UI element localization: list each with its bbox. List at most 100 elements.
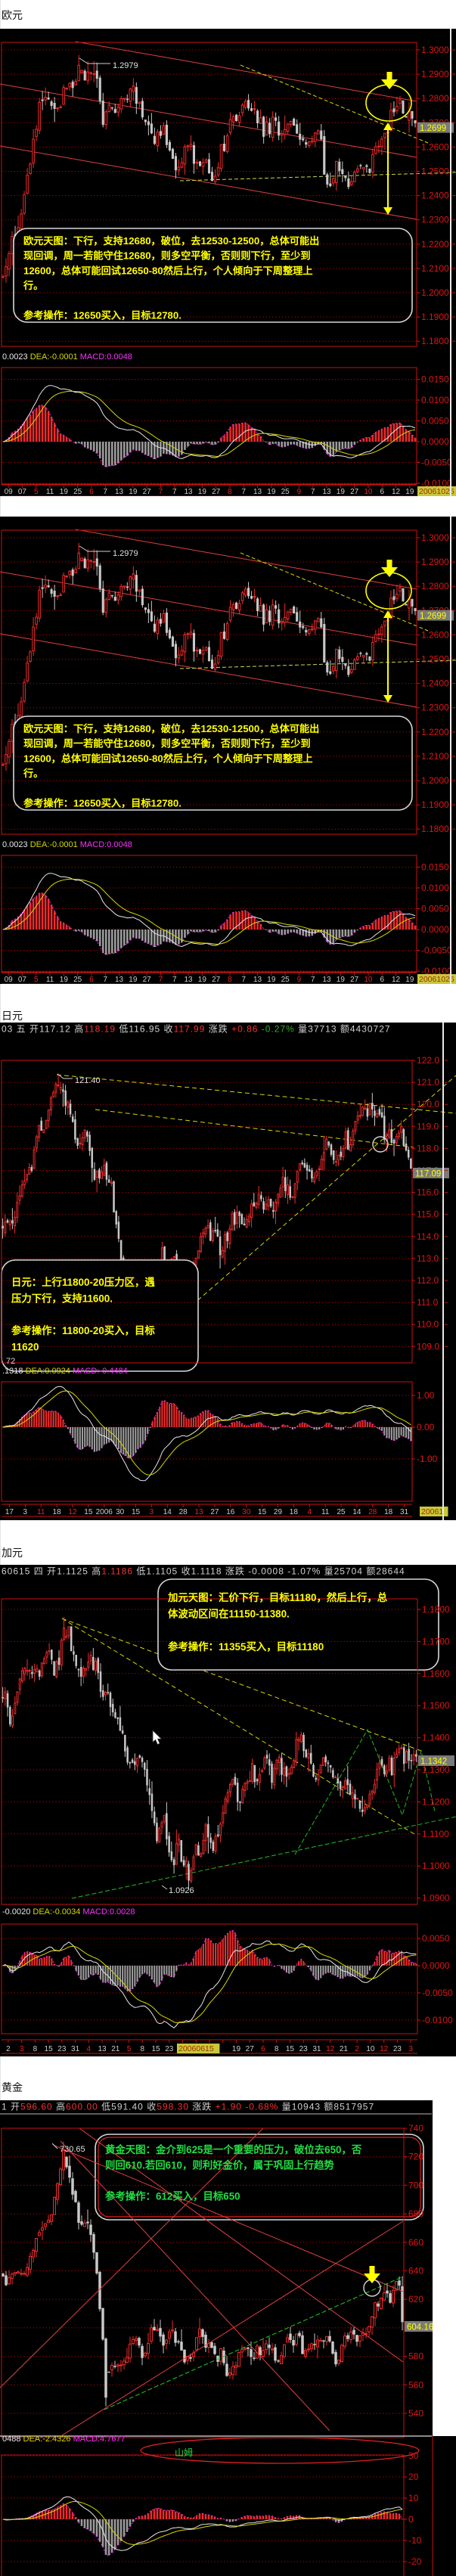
svg-text:10: 10 (366, 2045, 375, 2053)
svg-text:0.0000: 0.0000 (421, 436, 449, 447)
svg-text:1.1800: 1.1800 (421, 336, 449, 346)
svg-text:6: 6 (89, 976, 94, 984)
svg-text:1.2300: 1.2300 (421, 703, 449, 713)
photo-edges (0, 2100, 456, 2576)
svg-text:3: 3 (408, 2045, 413, 2053)
current-price-tag: 1.2699 (417, 610, 454, 621)
svg-text:30: 30 (116, 1508, 125, 1516)
svg-text:20061026: 20061026 (419, 487, 454, 496)
svg-text:0.0050: 0.0050 (421, 904, 449, 914)
svg-text:23: 23 (57, 2045, 67, 2053)
svg-text:-0.0100: -0.0100 (421, 966, 452, 976)
note-text-line: 12600，总体可能回试12650-80然后上行，个人倾向于下周整理上 (23, 264, 313, 276)
svg-text:0.0000: 0.0000 (421, 924, 449, 935)
svg-text:27: 27 (246, 2045, 255, 2053)
candlestick-chart-jpy: 122.0121.0120.0119.0118.0117.0116.0115.0… (0, 1023, 456, 1520)
candlestick-chart-gold: 740720700680660640620600580560540604.160… (0, 2100, 456, 2576)
svg-text:10: 10 (364, 976, 373, 984)
candles (2, 542, 417, 771)
svg-text:1.2800: 1.2800 (421, 581, 449, 591)
svg-text:111.0: 111.0 (417, 1297, 439, 1308)
candles (2, 1617, 417, 1890)
svg-text:9: 9 (297, 488, 302, 496)
svg-text:-0.0020 DEA:-0.0034 MACD:0.002: -0.0020 DEA:-0.0034 MACD:0.0028 (2, 1907, 135, 1916)
price-gridlines (2, 2128, 404, 2414)
svg-text:23: 23 (165, 2045, 174, 2053)
analysis-note-text: 欧元天图：下行，支持12680，破位，去12530-12500，总体可能出现回调… (23, 722, 319, 809)
candles (2, 54, 417, 283)
section-label-jpy: 日元 (2, 1010, 23, 1022)
svg-text:19: 19 (198, 976, 207, 984)
svg-text:09: 09 (5, 488, 14, 496)
svg-text:18: 18 (384, 1508, 393, 1516)
svg-text:11: 11 (46, 488, 54, 496)
svg-text:3: 3 (23, 1508, 28, 1516)
svg-text:13: 13 (253, 976, 262, 984)
svg-text:121.0: 121.0 (417, 1077, 439, 1088)
svg-text:1.1800: 1.1800 (421, 824, 449, 834)
svg-text:1.1900: 1.1900 (421, 312, 449, 322)
section-label-cad: 加元 (2, 1547, 23, 1559)
svg-text:1.2200: 1.2200 (421, 727, 449, 737)
note-text-line: 12600，总体可能回试12650-80然后上行，个人倾向于下周整理上 (23, 752, 313, 764)
candles (2, 2141, 404, 2407)
svg-text:740: 740 (408, 2123, 423, 2134)
svg-text:13: 13 (115, 488, 124, 496)
right-edge (442, 1023, 448, 1520)
svg-text:1.3000: 1.3000 (421, 532, 449, 543)
svg-text:23: 23 (299, 2045, 309, 2053)
chart-image-eur-1: 1.30001.29001.28001.27001.26001.25001.24… (0, 29, 456, 500)
svg-text:.1318 DEA:0.0924 MACD:-0.4484: .1318 DEA:0.0924 MACD:-0.4484 (2, 1367, 128, 1376)
macd-border (1, 1381, 413, 1502)
svg-text:1.2900: 1.2900 (421, 69, 449, 79)
svg-text:27: 27 (212, 976, 221, 984)
section-label-gold: 黄金 (2, 2081, 23, 2093)
svg-text:19: 19 (337, 488, 346, 496)
svg-text:19: 19 (337, 976, 346, 984)
svg-text:0488 DEA:-2.4326 MACD:4.7677: 0488 DEA:-2.4326 MACD:4.7677 (2, 2435, 126, 2444)
svg-text:13: 13 (322, 976, 331, 984)
analysis-note-text: 加元天图：汇价下行，目标11180，然后上行，总体波动区间在11150-1138… (167, 1591, 388, 1653)
svg-text:1 开596.60 高600.00 低591.40 收598: 1 开596.60 高600.00 低591.40 收598.30 涨跌 +1.… (2, 2101, 374, 2112)
svg-text:13: 13 (253, 488, 262, 496)
svg-text:15: 15 (258, 1508, 267, 1516)
svg-text:15: 15 (45, 2045, 54, 2053)
svg-text:31: 31 (312, 2045, 321, 2053)
macd-value-readout: .1318 DEA:0.0924 MACD:-0.4484 (2, 1367, 128, 1376)
svg-text:13: 13 (322, 488, 331, 496)
svg-text:1.2699: 1.2699 (420, 124, 446, 133)
svg-text:14: 14 (352, 1508, 361, 1516)
svg-text:2006: 2006 (96, 1508, 113, 1516)
svg-text:21: 21 (340, 2045, 349, 2053)
price-axis-labels: 1.30001.29001.28001.27001.26001.25001.24… (417, 45, 449, 346)
svg-text:8: 8 (33, 2045, 38, 2053)
svg-text:27: 27 (212, 488, 221, 496)
svg-text:560: 560 (408, 2379, 423, 2390)
svg-text:6: 6 (380, 488, 384, 496)
trend-lines (0, 529, 456, 708)
svg-text:60615 四 开1.1125 高1.1186 低1.110: 60615 四 开1.1125 高1.1186 低1.1105 收1.1118 … (2, 1566, 405, 1577)
svg-text:0.0150: 0.0150 (421, 862, 449, 873)
analysis-note-box (13, 715, 413, 811)
svg-text:19: 19 (60, 488, 69, 496)
svg-text:0.0100: 0.0100 (421, 883, 449, 893)
svg-text:0.0050: 0.0050 (421, 416, 449, 427)
svg-text:27: 27 (350, 976, 359, 984)
svg-text:25: 25 (281, 976, 290, 984)
svg-text:730.65: 730.65 (60, 2145, 85, 2154)
note-text-line: 加元天图：汇价下行，目标11180，然后上行，总 (167, 1591, 388, 1603)
date-axis: 17 3 11 18 12 15 2006 30 15 3 14 28 13 27 16 30 15 29 18 4 1… (2, 1504, 448, 1517)
svg-text:1.1000: 1.1000 (422, 1861, 450, 1871)
note-text-line: 参考操作：11800-20买入，目标 (11, 1324, 155, 1336)
note-text-line: 体波动区间在11150-11380. (168, 1608, 290, 1620)
svg-text:23: 23 (393, 2045, 402, 2053)
svg-text:7: 7 (241, 976, 246, 984)
svg-text:19: 19 (129, 976, 138, 984)
svg-text:09: 09 (5, 976, 14, 984)
svg-text:6: 6 (261, 2045, 265, 2053)
svg-text:1.2400: 1.2400 (421, 678, 449, 689)
svg-text:660: 660 (408, 2237, 423, 2248)
note-text-line: 欧元天图：下行，支持12680，破位，去12530-12500，总体可能出 (23, 234, 319, 247)
svg-text:5: 5 (34, 488, 39, 496)
svg-text:1.1300: 1.1300 (422, 1764, 450, 1775)
